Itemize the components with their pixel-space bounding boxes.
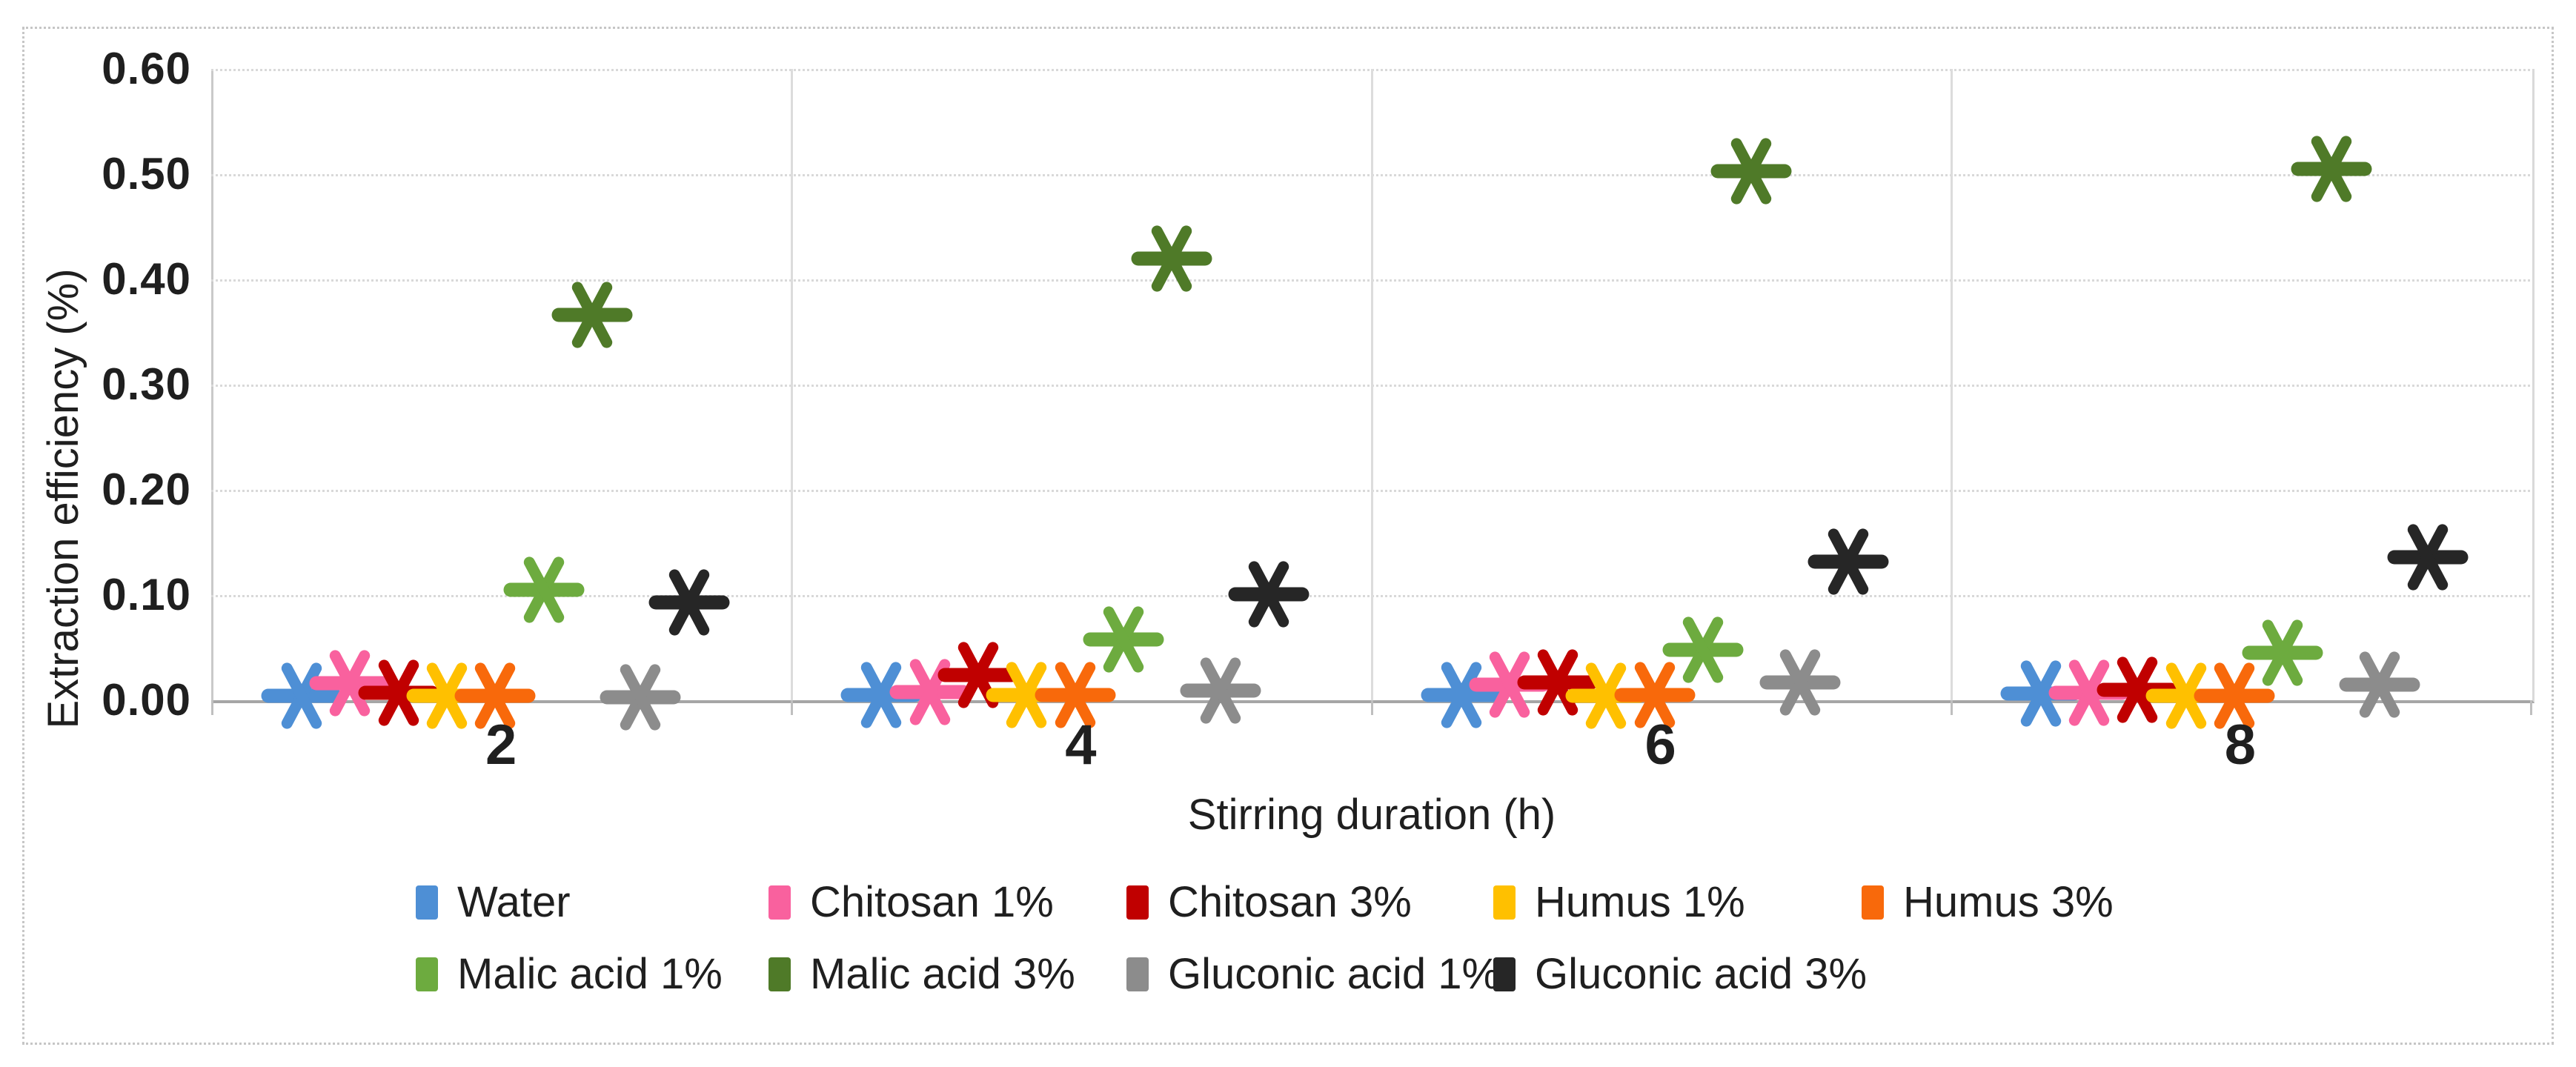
- marker-malic-acid-3-6h: [1707, 127, 1796, 219]
- x-tick-label-2: 2: [485, 714, 517, 777]
- x-axis-tick-mark: [2530, 700, 2532, 715]
- x-axis-tick-mark: [791, 700, 794, 715]
- legend-swatch-gluconic-acid-3: [1493, 957, 1516, 991]
- x-axis-title: Stirring duration (h): [1187, 791, 1556, 839]
- legend-item-chitosan-3: Chitosan 3%: [1126, 879, 1412, 926]
- y-tick-label-0.00: 0.00: [102, 675, 191, 725]
- y-tick-label-0.10: 0.10: [102, 570, 191, 619]
- legend-swatch-malic-acid-1: [416, 957, 438, 991]
- marker-malic-acid-1-2h: [499, 545, 588, 638]
- marker-malic-acid-1-6h: [1659, 605, 1747, 698]
- marker-gluconic-acid-3-6h: [1804, 517, 1893, 610]
- legend-item-malic-acid-1: Malic acid 1%: [416, 951, 723, 998]
- x-axis-tick-mark: [1950, 700, 1953, 715]
- legend-item-malic-acid-3: Malic acid 3%: [769, 951, 1075, 998]
- marker-malic-acid-3-2h: [548, 270, 637, 363]
- marker-chitosan-1-2h: [305, 639, 394, 731]
- legend-item-gluconic-acid-1: Gluconic acid 1%: [1126, 951, 1500, 998]
- marker-humus-3-6h: [1610, 651, 1699, 743]
- legend-swatch-humus-1: [1493, 885, 1516, 920]
- marker-malic-acid-3-8h: [2287, 124, 2376, 217]
- marker-malic-acid-1-8h: [2238, 608, 2327, 701]
- marker-water-6h: [1417, 651, 1506, 743]
- y-tick-label-0.30: 0.30: [102, 359, 191, 409]
- legend-swatch-gluconic-acid-1: [1126, 957, 1149, 991]
- marker-water-2h: [257, 651, 346, 744]
- marker-gluconic-acid-1-8h: [2335, 640, 2424, 733]
- legend-swatch-chitosan-3: [1126, 885, 1149, 920]
- legend-label-gluconic-acid-1: Gluconic acid 1%: [1168, 950, 1501, 998]
- marker-gluconic-acid-3-2h: [645, 558, 734, 651]
- legend-label-humus-1: Humus 1%: [1535, 878, 1745, 926]
- marker-malic-acid-3-4h: [1127, 214, 1216, 307]
- marker-gluconic-acid-1-6h: [1756, 638, 1845, 731]
- legend-swatch-chitosan-1: [769, 885, 791, 920]
- category-separator: [791, 69, 794, 700]
- legend-item-chitosan-1: Chitosan 1%: [769, 879, 1054, 926]
- marker-gluconic-acid-1-4h: [1176, 646, 1265, 739]
- marker-humus-3-8h: [2190, 651, 2279, 744]
- legend-item-water: Water: [416, 879, 571, 926]
- category-separator: [1370, 69, 1373, 700]
- legend-label-chitosan-3: Chitosan 3%: [1168, 878, 1412, 926]
- legend-label-gluconic-acid-3: Gluconic acid 3%: [1535, 950, 1868, 998]
- legend-label-water: Water: [457, 878, 571, 926]
- legend-label-malic-acid-3: Malic acid 3%: [810, 950, 1075, 998]
- legend-label-chitosan-1: Chitosan 1%: [810, 878, 1054, 926]
- legend-swatch-water: [416, 885, 438, 920]
- marker-gluconic-acid-3-4h: [1224, 550, 1313, 642]
- legend-label-humus-3: Humus 3%: [1903, 878, 2114, 926]
- x-axis-tick-mark: [211, 700, 213, 715]
- legend-swatch-humus-3: [1862, 885, 1884, 920]
- legend-label-malic-acid-1: Malic acid 1%: [457, 950, 723, 998]
- marker-humus-3-2h: [451, 651, 540, 744]
- y-tick-label-0.60: 0.60: [102, 44, 191, 93]
- legend-item-gluconic-acid-3: Gluconic acid 3%: [1493, 951, 1867, 998]
- x-axis-tick-mark: [1370, 700, 1373, 715]
- marker-humus-3-4h: [1031, 651, 1120, 743]
- marker-gluconic-acid-1-2h: [596, 653, 685, 745]
- x-tick-label-8: 8: [2224, 714, 2257, 777]
- x-tick-label-6: 6: [1644, 714, 1676, 777]
- x-tick-label-4: 4: [1065, 714, 1097, 777]
- legend-swatch-malic-acid-3: [769, 957, 791, 991]
- marker-gluconic-acid-3-8h: [2383, 513, 2472, 605]
- y-tick-label-0.40: 0.40: [102, 254, 191, 304]
- legend-item-humus-3: Humus 3%: [1862, 879, 2114, 926]
- category-separator: [1950, 69, 1953, 700]
- legend-item-humus-1: Humus 1%: [1493, 879, 1745, 926]
- marker-chitosan-3-6h: [1513, 638, 1602, 731]
- y-tick-label-0.20: 0.20: [102, 465, 191, 514]
- marker-malic-acid-1-4h: [1079, 595, 1168, 688]
- y-tick-label-0.50: 0.50: [102, 149, 191, 199]
